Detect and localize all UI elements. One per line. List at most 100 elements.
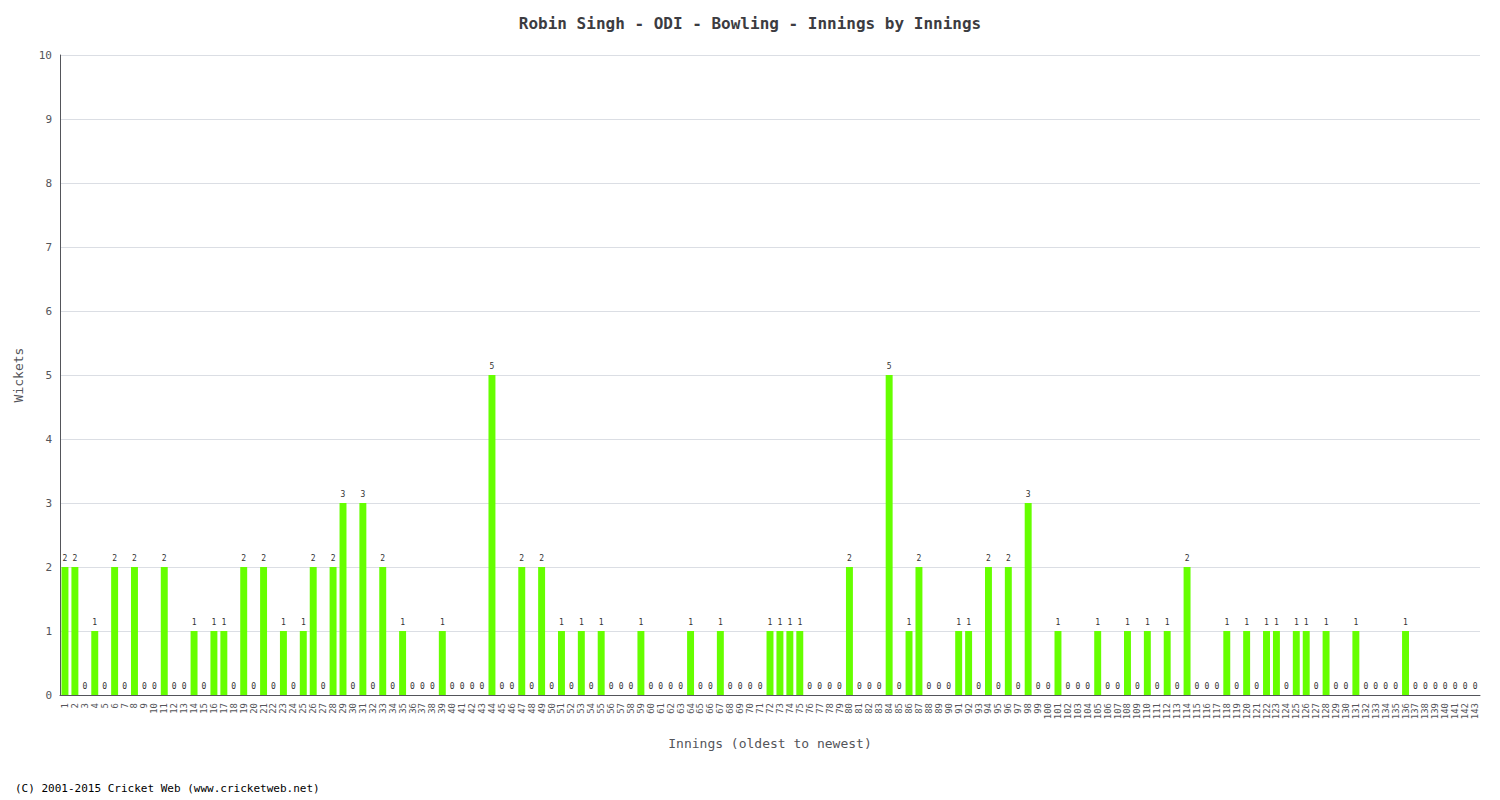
- svg-text:106: 106: [1103, 703, 1113, 719]
- svg-text:0: 0: [569, 682, 574, 691]
- svg-text:139: 139: [1430, 703, 1440, 719]
- svg-text:122: 122: [1262, 703, 1272, 719]
- svg-text:0: 0: [1085, 682, 1090, 691]
- svg-text:102: 102: [1063, 703, 1073, 719]
- svg-text:85: 85: [894, 703, 904, 714]
- svg-text:0: 0: [1373, 682, 1378, 691]
- svg-text:4: 4: [45, 433, 52, 446]
- svg-text:138: 138: [1420, 703, 1430, 719]
- svg-text:134: 134: [1381, 703, 1391, 719]
- svg-text:27: 27: [318, 703, 328, 714]
- svg-text:59: 59: [636, 703, 646, 714]
- svg-text:1: 1: [797, 618, 802, 627]
- svg-text:0: 0: [1115, 682, 1120, 691]
- svg-text:1: 1: [1165, 618, 1170, 627]
- svg-text:141: 141: [1450, 703, 1460, 719]
- svg-text:2: 2: [72, 554, 77, 563]
- svg-text:0: 0: [1443, 682, 1448, 691]
- svg-text:19: 19: [239, 703, 249, 714]
- svg-text:37: 37: [417, 703, 427, 714]
- svg-text:129: 129: [1331, 703, 1341, 719]
- svg-text:1: 1: [192, 618, 197, 627]
- svg-text:30: 30: [348, 703, 358, 714]
- svg-text:44: 44: [487, 703, 497, 714]
- svg-text:0: 0: [817, 682, 822, 691]
- svg-text:103: 103: [1073, 703, 1083, 719]
- svg-text:2: 2: [917, 554, 922, 563]
- svg-text:1: 1: [1274, 618, 1279, 627]
- svg-text:3: 3: [45, 497, 52, 510]
- svg-text:66: 66: [705, 703, 715, 714]
- svg-text:0: 0: [351, 682, 356, 691]
- svg-text:55: 55: [596, 703, 606, 714]
- svg-text:0: 0: [877, 682, 882, 691]
- svg-text:5: 5: [490, 362, 495, 371]
- svg-text:1: 1: [718, 618, 723, 627]
- svg-text:5: 5: [100, 703, 110, 708]
- svg-text:0: 0: [867, 682, 872, 691]
- svg-text:0: 0: [1195, 682, 1200, 691]
- svg-text:41: 41: [457, 703, 467, 714]
- svg-text:0: 0: [370, 682, 375, 691]
- svg-text:7: 7: [120, 703, 130, 708]
- svg-text:8: 8: [45, 177, 52, 190]
- svg-text:126: 126: [1301, 703, 1311, 719]
- svg-text:5: 5: [45, 369, 52, 382]
- svg-text:0: 0: [807, 682, 812, 691]
- svg-text:0: 0: [182, 682, 187, 691]
- svg-text:0: 0: [271, 682, 276, 691]
- svg-text:77: 77: [815, 703, 825, 714]
- svg-text:1: 1: [787, 618, 792, 627]
- svg-text:125: 125: [1291, 703, 1301, 719]
- svg-text:0: 0: [1036, 682, 1041, 691]
- svg-text:2: 2: [380, 554, 385, 563]
- svg-text:0: 0: [827, 682, 832, 691]
- svg-text:127: 127: [1311, 703, 1321, 719]
- svg-text:0: 0: [996, 682, 1001, 691]
- svg-text:2: 2: [847, 554, 852, 563]
- svg-text:140: 140: [1440, 703, 1450, 719]
- svg-text:124: 124: [1281, 703, 1291, 719]
- svg-text:0: 0: [410, 682, 415, 691]
- svg-text:1: 1: [1145, 618, 1150, 627]
- svg-text:(C) 2001-2015 Cricket Web (www: (C) 2001-2015 Cricket Web (www.cricketwe…: [15, 782, 320, 795]
- svg-text:2: 2: [241, 554, 246, 563]
- svg-text:2: 2: [45, 561, 52, 574]
- svg-text:114: 114: [1182, 703, 1192, 719]
- svg-text:35: 35: [398, 703, 408, 714]
- svg-text:74: 74: [785, 703, 795, 714]
- svg-text:26: 26: [308, 703, 318, 714]
- svg-text:8: 8: [129, 703, 139, 708]
- svg-text:1: 1: [778, 618, 783, 627]
- svg-text:0: 0: [1135, 682, 1140, 691]
- svg-text:116: 116: [1202, 703, 1212, 719]
- svg-text:0: 0: [698, 682, 703, 691]
- svg-text:3: 3: [1026, 490, 1031, 499]
- svg-text:1: 1: [1403, 618, 1408, 627]
- svg-text:21: 21: [259, 703, 269, 714]
- svg-text:1: 1: [638, 618, 643, 627]
- svg-text:15: 15: [199, 703, 209, 714]
- svg-text:1: 1: [1244, 618, 1249, 627]
- svg-text:11: 11: [159, 703, 169, 714]
- svg-text:128: 128: [1321, 703, 1331, 719]
- svg-text:0: 0: [172, 682, 177, 691]
- svg-text:2: 2: [1185, 554, 1190, 563]
- svg-text:Robin Singh - ODI - Bowling -: Robin Singh - ODI - Bowling - Innings by…: [519, 14, 981, 33]
- svg-text:1: 1: [440, 618, 445, 627]
- svg-text:10: 10: [39, 49, 52, 62]
- svg-text:0: 0: [837, 682, 842, 691]
- svg-text:1: 1: [400, 618, 405, 627]
- svg-text:0: 0: [1463, 682, 1468, 691]
- svg-text:Wickets: Wickets: [11, 348, 26, 403]
- svg-text:0: 0: [1205, 682, 1210, 691]
- svg-text:130: 130: [1341, 703, 1351, 719]
- svg-text:110: 110: [1142, 703, 1152, 719]
- svg-text:2: 2: [261, 554, 266, 563]
- svg-text:10: 10: [149, 703, 159, 714]
- svg-text:137: 137: [1410, 703, 1420, 719]
- svg-text:119: 119: [1232, 703, 1242, 719]
- svg-text:0: 0: [1046, 682, 1051, 691]
- svg-text:24: 24: [288, 703, 298, 714]
- svg-text:1: 1: [281, 618, 286, 627]
